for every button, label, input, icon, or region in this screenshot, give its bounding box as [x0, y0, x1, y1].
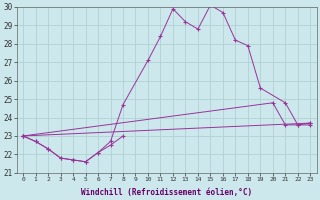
X-axis label: Windchill (Refroidissement éolien,°C): Windchill (Refroidissement éolien,°C) [81, 188, 252, 197]
